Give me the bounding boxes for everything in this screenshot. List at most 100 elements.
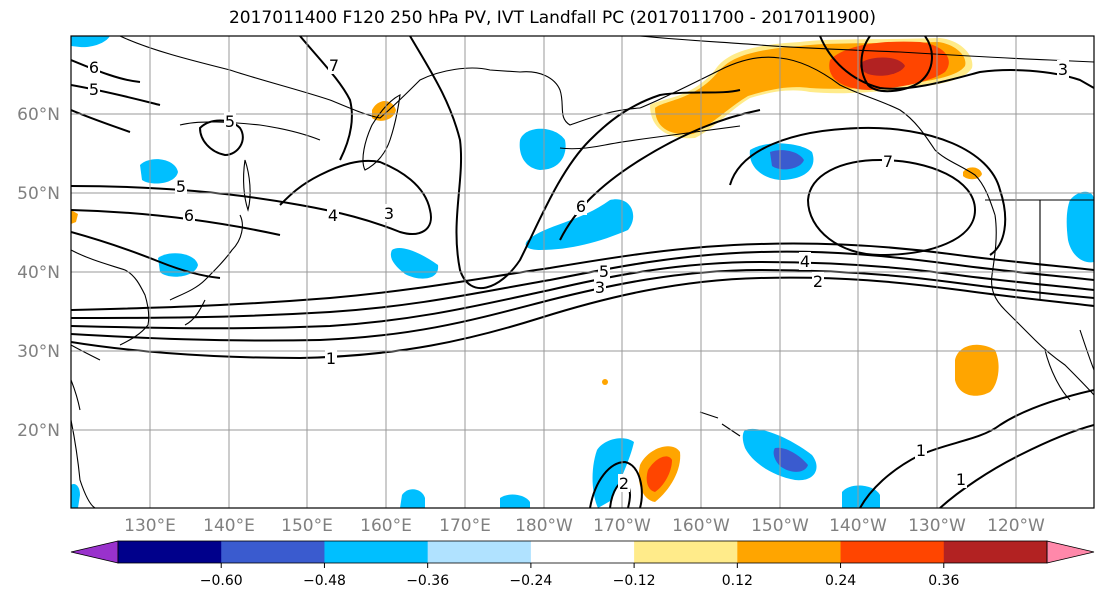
coastline-russia [119, 36, 641, 126]
contour-label: 5 [176, 177, 186, 196]
blue-patch [773, 447, 808, 472]
lon-label: 120°W [987, 516, 1045, 536]
colorbar-tick-label: −0.60 [200, 573, 243, 589]
contour-label: 3 [384, 204, 394, 223]
lon-label: 140°E [203, 516, 255, 536]
lon-label: 130°W [908, 516, 966, 536]
colorbar-segment [324, 541, 429, 563]
colorbar-tick-label: 0.12 [722, 573, 753, 589]
colorbar-ticks: −0.60 −0.48 −0.36 −0.24 −0.12 0.12 0.24 0.36 [200, 563, 959, 589]
coastline-korea-china [71, 249, 150, 346]
contour-2 [71, 268, 1094, 342]
warm-patch [71, 210, 78, 224]
warm-patch [955, 344, 999, 396]
colorbar-frame [117, 540, 1048, 564]
warm-patch [372, 101, 396, 121]
contour-label: 5 [225, 112, 235, 131]
coastline-hawaii [699, 411, 741, 437]
contour-label: 1 [326, 349, 336, 368]
contour-label: 5 [89, 80, 99, 99]
contour-outer-ring [729, 126, 1007, 256]
contour-5-west [71, 84, 244, 157]
map-title: 2017011400 F120 250 hPa PV, IVT Landfall… [228, 8, 876, 28]
colorbar-segment [221, 541, 325, 563]
contour-alaska-closed [860, 36, 933, 93]
blue-patch [71, 484, 80, 508]
contour-labels: 7 6 5 5 5 6 4 3 6 5 3 4 2 1 7 3 2 1 1 [88, 56, 1069, 493]
contour-label: 5 [599, 262, 609, 281]
colorbar-tick-label: −0.48 [303, 573, 346, 589]
contour-label: 1 [956, 470, 966, 489]
contour-1 [71, 276, 1094, 360]
lon-label: 160°W [672, 516, 730, 536]
colorbar-segments [70, 540, 1095, 564]
colorbar-segment [118, 541, 222, 563]
lon-label: 170°E [439, 516, 491, 536]
graticule [71, 36, 1094, 508]
ivt-negative-shading [71, 36, 1094, 508]
colorbar-segment [427, 541, 532, 563]
warm-patch [602, 379, 608, 385]
contour-label: 6 [89, 58, 99, 77]
blue-patch [525, 199, 634, 250]
blue-patch [842, 485, 880, 508]
contour-label: 7 [883, 152, 893, 171]
blue-patch [1066, 191, 1094, 263]
colorbar-segment [530, 541, 635, 563]
blue-patch [770, 150, 804, 170]
blue-patch [592, 438, 634, 508]
contour-label: 4 [800, 252, 810, 271]
contour-label: 4 [328, 206, 338, 225]
longitude-labels: 130°E 140°E 150°E 160°E 170°E 180°W 170°… [124, 516, 1045, 536]
contour-label: 1 [916, 441, 926, 460]
lat-label: 30°N [17, 342, 60, 362]
coastline-japan [169, 214, 243, 326]
contour-north-east [819, 36, 1094, 90]
coastline-china-south [71, 344, 101, 411]
contour-5 [71, 242, 1094, 311]
colorbar-tick-label: 0.24 [825, 573, 856, 589]
blue-patch [500, 494, 530, 508]
contour-label: 6 [184, 206, 194, 225]
blue-patch [400, 489, 425, 508]
coastline-alaska-north [639, 36, 1094, 63]
blue-patch [519, 128, 566, 170]
colorbar-segment [737, 541, 842, 563]
warm-patch [646, 456, 672, 492]
contour-1-south [859, 389, 1094, 508]
contour-closed-7 [806, 158, 977, 257]
contour-label: 2 [813, 272, 823, 291]
plot-frame [70, 35, 1095, 509]
coastline-philippines [71, 419, 96, 508]
coastline-mexico [1044, 329, 1094, 401]
coastline-sakhalin [243, 159, 251, 212]
contour-3 [71, 260, 1094, 330]
colorbar-tick-label: −0.12 [613, 573, 656, 589]
contour-6-ridge [71, 159, 432, 236]
coastline-aleutians [559, 125, 741, 150]
plot-area: 7 6 5 5 5 6 4 3 6 5 3 4 2 1 7 3 2 1 1 [71, 36, 1094, 508]
lon-label: 160°E [360, 516, 412, 536]
lon-label: 150°E [281, 516, 333, 536]
latitude-labels: 60°N 50°N 40°N 30°N 20°N [17, 105, 60, 441]
colorbar-tick-label: 0.36 [928, 573, 959, 589]
blue-patch [390, 247, 439, 279]
blue-patch [71, 36, 110, 48]
contour-trough [409, 36, 741, 290]
lat-label: 40°N [17, 263, 60, 283]
lon-label: 140°W [829, 516, 887, 536]
contour-7-ridge [71, 36, 353, 161]
lon-label: 180°W [515, 516, 573, 536]
colorbar-extend-max [1046, 540, 1095, 564]
colorbar-segment [634, 541, 738, 563]
colorbar: −0.60 −0.48 −0.36 −0.24 −0.12 0.12 0.24 0.36 [70, 540, 1095, 589]
lon-label: 170°W [593, 516, 651, 536]
colorbar-extend-min [70, 540, 119, 564]
contour-label: 6 [576, 197, 586, 216]
colorbar-tick-label: −0.24 [509, 573, 552, 589]
colorbar-tick-label: −0.36 [406, 573, 449, 589]
colorbar-segment [943, 541, 1048, 563]
contour-label: 3 [595, 278, 605, 297]
lon-label: 130°E [124, 516, 176, 536]
